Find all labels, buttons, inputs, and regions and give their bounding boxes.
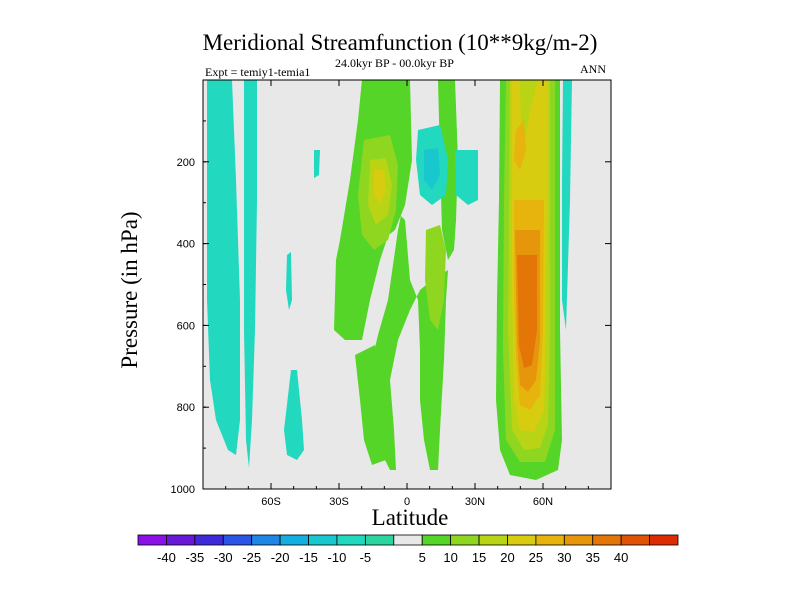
contour-region-nh-neg-5b xyxy=(455,150,478,205)
colorbar-label: 30 xyxy=(557,550,571,565)
colorbar-label: -10 xyxy=(328,550,347,565)
axes-layer: 60S 30S 0 30N 60N 200 400 600 800 1000 xyxy=(171,80,612,508)
experiment-label: Expt = temiy1-temia1 xyxy=(205,65,311,79)
colorbar-swatch xyxy=(649,534,679,546)
colorbar-swatch xyxy=(364,534,395,546)
contour-field xyxy=(207,80,572,480)
colorbar-label: -15 xyxy=(299,550,318,565)
contour-region-nh-tropics-10 xyxy=(425,225,446,330)
y-tick-label: 800 xyxy=(177,402,195,414)
y-tick-label: 600 xyxy=(177,320,195,332)
contour-region-tropics-5d xyxy=(355,345,386,465)
colorbar: -40 -35 -30 -25 -20 -15 -10 -5 5 10 15 20 25 30 35 40 xyxy=(137,534,679,565)
contour-region-south-4 xyxy=(284,370,304,460)
y-tick-label: 1000 xyxy=(171,484,195,496)
colorbar-swatch xyxy=(478,534,508,546)
y-tick-label: 200 xyxy=(177,157,195,169)
colorbar-swatch xyxy=(507,534,537,546)
contour-region-south-1 xyxy=(207,80,240,455)
contour-region-north-upper-25 xyxy=(514,120,526,170)
contour-region-north-neg-5 xyxy=(562,80,572,330)
x-axis-label: Latitude xyxy=(371,505,449,530)
colorbar-swatch xyxy=(222,534,253,546)
colorbar-label: 20 xyxy=(500,550,514,565)
y-tick-label: 400 xyxy=(177,239,195,251)
colorbar-swatch xyxy=(421,534,452,546)
colorbar-swatch xyxy=(137,534,167,546)
x-tick-label: 30N xyxy=(465,496,485,508)
contour-region-north-35 xyxy=(517,255,537,368)
contour-region-tropics-5c xyxy=(438,80,458,260)
colorbar-label: -20 xyxy=(271,550,290,565)
colorbar-swatch xyxy=(592,534,622,546)
colorbar-swatch xyxy=(336,534,366,546)
colorbar-swatch xyxy=(251,534,281,546)
x-tick-label: 30S xyxy=(329,496,349,508)
chart-title: Meridional Streamfunction (10**9kg/m-2) xyxy=(202,30,598,55)
colorbar-swatch xyxy=(308,534,338,546)
contour-region-south-3 xyxy=(286,252,292,310)
contour-region-nh-neg-10 xyxy=(424,148,440,190)
colorbar-label: -35 xyxy=(185,550,204,565)
x-tick-label: 0 xyxy=(404,496,410,508)
season-label: ANN xyxy=(580,62,606,76)
colorbar-swatch xyxy=(393,534,423,546)
colorbar-swatch xyxy=(563,534,594,546)
colorbar-swatch xyxy=(535,534,565,546)
colorbar-swatch xyxy=(279,534,309,546)
colorbar-label: -30 xyxy=(214,550,233,565)
colorbar-label: 15 xyxy=(472,550,486,565)
colorbar-label: 10 xyxy=(443,550,457,565)
colorbar-label: -5 xyxy=(360,550,372,565)
colorbar-swatch xyxy=(450,534,480,546)
contour-region-core-20 xyxy=(374,170,386,205)
colorbar-swatch xyxy=(620,534,650,546)
chart-subtitle: 24.0kyr BP - 00.0kyr BP xyxy=(335,56,454,70)
colorbar-label: -40 xyxy=(157,550,176,565)
colorbar-swatch xyxy=(166,534,196,546)
colorbar-label: -25 xyxy=(242,550,261,565)
colorbar-swatch xyxy=(194,534,224,546)
contour-region-south-2 xyxy=(244,80,257,468)
contour-region-south-5 xyxy=(314,150,320,178)
x-tick-label: 60N xyxy=(533,496,553,508)
colorbar-label: 35 xyxy=(586,550,600,565)
colorbar-label: 40 xyxy=(614,550,628,565)
colorbar-label: 25 xyxy=(529,550,543,565)
x-tick-label: 60S xyxy=(261,496,281,508)
colorbar-label: 5 xyxy=(419,550,426,565)
